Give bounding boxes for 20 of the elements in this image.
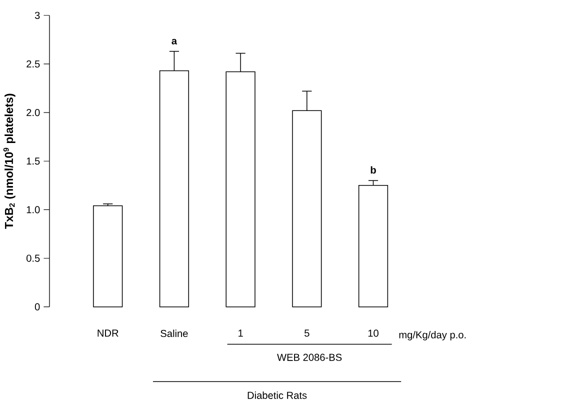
y-tick-label: 0 bbox=[34, 303, 40, 310]
bar bbox=[358, 185, 388, 308]
annotation: b bbox=[370, 166, 376, 174]
x-tick-label: 5 bbox=[304, 330, 310, 337]
x-tick-label: 1 bbox=[238, 330, 243, 337]
x-tick-label: Saline bbox=[160, 330, 188, 338]
x-tick-label: 10 bbox=[368, 330, 378, 337]
y-tick-label: 1.5 bbox=[26, 158, 40, 165]
annotation: a bbox=[172, 38, 178, 44]
text: mg/Kg/day p.o. bbox=[399, 331, 466, 340]
y-tick-label: 1.0 bbox=[26, 206, 40, 214]
text: WEB 2086-BS bbox=[277, 354, 342, 361]
text: Diabetic Rats bbox=[248, 392, 307, 399]
bar bbox=[93, 205, 123, 308]
x-tick-label: NDR bbox=[98, 330, 118, 337]
y-axis-title: TxB$_{2}$ (nmol/10$^{9}$ platelets) bbox=[3, 94, 16, 229]
y-tick-label: 2.0 bbox=[26, 109, 40, 116]
y-tick-label: 2.5 bbox=[26, 60, 40, 68]
y-tick-label: 3 bbox=[34, 12, 40, 20]
y-tick-label: 0.5 bbox=[26, 254, 40, 262]
